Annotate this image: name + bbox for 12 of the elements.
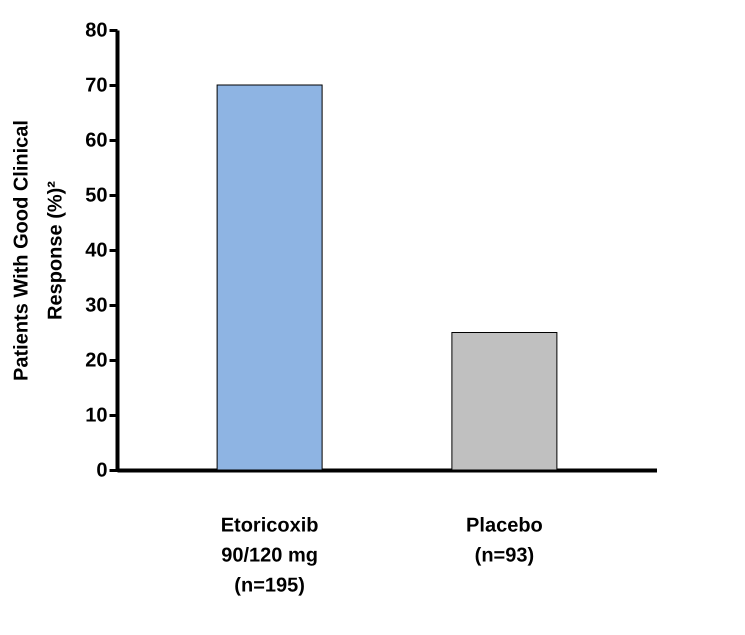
y-tick-label: 70 (85, 74, 108, 96)
y-axis-title: Patients With Good Clinical Response (%)² (10, 120, 66, 381)
y-tick-label: 80 (85, 20, 108, 42)
y-tick-label: 50 (85, 184, 108, 206)
y-tick-label: 60 (85, 130, 108, 152)
x-tick-label: Placebo (n=93) (466, 514, 543, 566)
y-tick-label: 20 (85, 350, 108, 372)
x-tick-label: Etoricoxib 90/120 mg (n=195) (220, 514, 319, 596)
y-tick-label: 40 (85, 240, 108, 262)
y-tick-label: 10 (85, 404, 108, 426)
y-tick-label: 30 (85, 294, 108, 316)
y-tick-label: 0 (96, 460, 108, 482)
